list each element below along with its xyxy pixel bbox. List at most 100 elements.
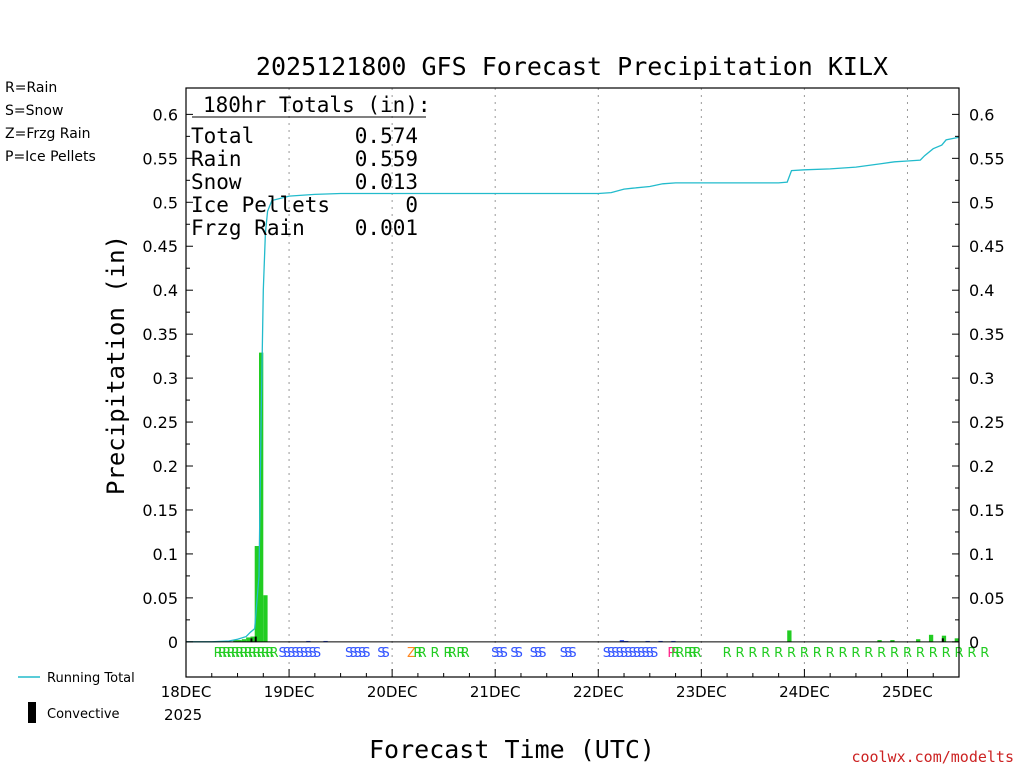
totals-label-snow: Snow [191,170,242,194]
convective-legend-label: Convective [47,707,120,722]
ptype-marker: R [222,646,231,661]
totals-value-rain: 0.559 [355,147,418,171]
ptype-marker: R [218,646,227,661]
ptype-marker: S [296,646,304,661]
ptype-marker: R [270,646,279,661]
ptype-marker: R [761,646,770,661]
ptype-marker: S [491,646,499,661]
axes: 18DEC 19DEC 20DEC 21DEC 22DEC 23DEC 24DEC 25DEC… [142,87,1005,701]
running-total-series [186,136,960,643]
y-tick-label-right: 0.25 [969,413,1005,432]
convective-bar [941,638,944,642]
totals-label-ice-pellets: Ice Pellets [191,193,330,217]
precip-bars [233,352,959,642]
precip-bar [241,639,247,642]
ptype-marker: R [231,646,240,661]
convective-legend-swatch [28,702,36,723]
year-label: 2025 [164,706,202,724]
y-tick-label-right: 0.1 [969,545,994,564]
ptype-marker: S [345,646,353,661]
totals-label-frzg-rain: Frzg Rain [191,216,305,240]
ptype-marker: P [667,646,675,661]
ptype-marker: R [916,646,925,661]
ptype-marker: S [349,646,357,661]
ptype-marker: R [787,646,796,661]
y-tick-label-right: 0.15 [969,501,1005,520]
running-total-line [186,136,960,643]
ptype-marker: S [538,646,546,661]
ptype-marker: S [515,646,523,661]
y-tick-label-left: 0.55 [142,149,178,168]
ptype-marker: S [611,646,619,661]
x-tick-label: 18DEC [161,683,212,701]
y-tick-label-right: 0 [969,633,979,652]
ptype-legend-snow: S=Snow [5,103,64,119]
precip-bar [233,640,238,642]
ptype-marker: R [265,646,274,661]
ptype-marker: R [839,646,848,661]
ptype-marker: R [826,646,835,661]
ptype-marker: S [633,646,641,661]
precip-bar [246,637,251,642]
ptype-marker: S [637,646,645,661]
x-tick-label: 20DEC [367,683,418,701]
ptype-marker: S [283,646,291,661]
ptype-marker: R [864,646,873,661]
y-tick-label-right: 0.2 [969,457,994,476]
ptype-marker: S [500,646,508,661]
y-tick-label-left: 0.15 [142,501,178,520]
y-tick-label-left: 0.3 [153,369,178,388]
ptype-marker: S [607,646,615,661]
y-tick-label-right: 0.35 [969,325,1005,344]
y-tick-label-right: 0.45 [969,237,1005,256]
ptype-marker: R [248,646,257,661]
ptype-marker: R [688,646,697,661]
precip-bar [619,640,625,642]
x-tick-label: 23DEC [676,683,727,701]
ptype-marker: S [616,646,624,661]
totals-header: 180hr Totals (in): [203,93,431,117]
y-tick-label-right: 0.05 [969,589,1005,608]
ptype-marker: S [382,646,390,661]
y-tick-label-left: 0.35 [142,325,178,344]
y-tick-label-right: 0.3 [969,369,994,388]
ptype-marker: R [235,646,244,661]
ptype-marker: R [735,646,744,661]
ptype-marker: S [530,646,538,661]
ptype-marker: R [227,646,236,661]
precip-bar [954,638,959,642]
ptype-marker: R [967,646,976,661]
ptype-marker: R [693,646,702,661]
ptype-marker: S [291,646,299,661]
y-tick-label-left: 0.6 [153,105,178,124]
ptype-marker: S [304,646,312,661]
ptype-legend-rain: R=Rain [5,80,58,96]
ptype-marker: R [252,646,261,661]
ptype-marker: R [723,646,732,661]
x-tick-label: 25DEC [882,683,933,701]
precip-bar [263,595,268,642]
ptype-marker: R [431,646,440,661]
totals-value-total: 0.574 [355,124,418,148]
y-tick-label-right: 0.55 [969,149,1005,168]
ptype-marker: R [813,646,822,661]
totals-value-ice-pellets: 0 [405,193,418,217]
ptype-marker: R [418,646,427,661]
x-tick-label: 21DEC [470,683,521,701]
y-tick-label-right: 0.6 [969,105,994,124]
ptype-marker: S [358,646,366,661]
y-tick-label-left: 0.05 [142,589,178,608]
chart-title: 2025121800 GFS Forecast Precipitation KI… [256,52,888,81]
ptype-marker: S [354,646,362,661]
y-tick-label-left: 0.4 [153,281,178,300]
ptype-marker: R [214,646,223,661]
ptype-marker: R [800,646,809,661]
precip-bar [928,634,934,642]
ptype-marker: S [641,646,649,661]
precip-bar [877,640,882,642]
ptype-marker: S [646,646,654,661]
ptype-marker: R [942,646,951,661]
ptype-marker: R [239,646,248,661]
ptype-marker: R [671,646,680,661]
